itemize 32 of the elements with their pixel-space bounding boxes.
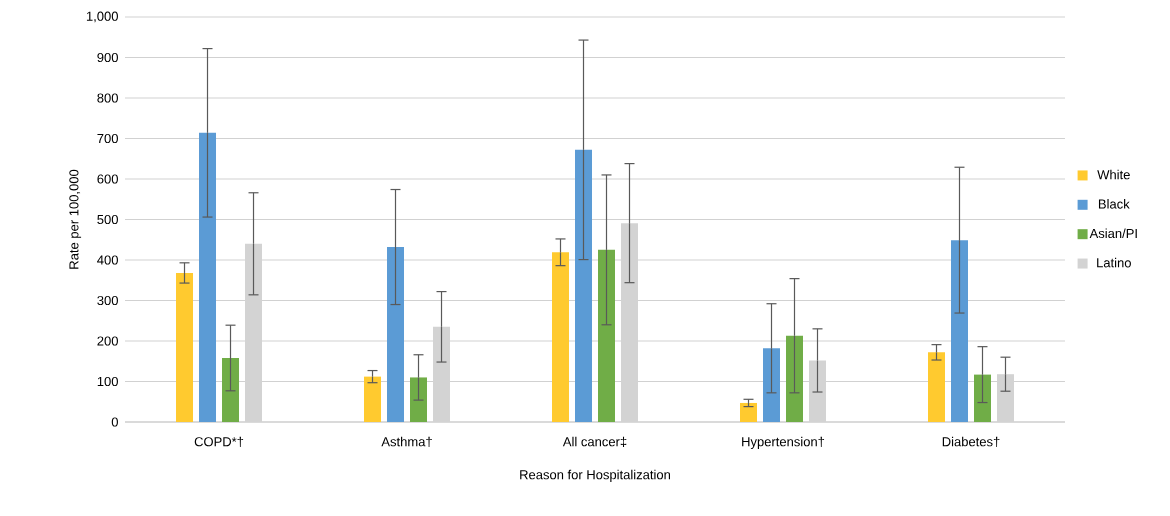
y-tick-label: 0 [111, 417, 118, 427]
y-tick-label: 900 [97, 52, 118, 63]
y-tick-label: 500 [97, 214, 118, 225]
bar [575, 149, 592, 422]
x-tick-label: Hypertension† [742, 436, 825, 449]
y-tick-label: 400 [97, 255, 118, 265]
bar [740, 402, 757, 422]
bar [176, 272, 194, 422]
bar [928, 352, 945, 422]
y-tick-label: 200 [97, 336, 118, 346]
x-tick-label: COPD*† [194, 436, 244, 448]
legend-label: Black [1098, 199, 1130, 209]
bar [552, 252, 569, 422]
legend-label: White [1097, 169, 1130, 180]
bar [364, 376, 382, 422]
x-tick-label: Diabetes† [942, 436, 1000, 448]
bar [598, 249, 615, 422]
y-tick-label: 800 [97, 93, 118, 103]
bar [387, 247, 405, 422]
x-axis-title: Reason for Hospitalization [520, 469, 670, 482]
x-tick-label: All cancer‡ [562, 436, 627, 448]
y-axis-title: Rate per 100,000 [69, 169, 82, 269]
y-tick-label: 600 [97, 174, 118, 184]
y-tick-label: 300 [97, 295, 118, 306]
legend-label: Asian/PI [1089, 228, 1137, 239]
x-tick-label: Asthma† [381, 436, 432, 448]
legend-label: Latino [1097, 257, 1131, 268]
y-tick-label: 1,000 [86, 11, 118, 23]
bar [199, 132, 217, 422]
y-tick-label: 700 [97, 133, 118, 144]
y-tick-label: 100 [97, 376, 118, 387]
bar [951, 240, 968, 422]
